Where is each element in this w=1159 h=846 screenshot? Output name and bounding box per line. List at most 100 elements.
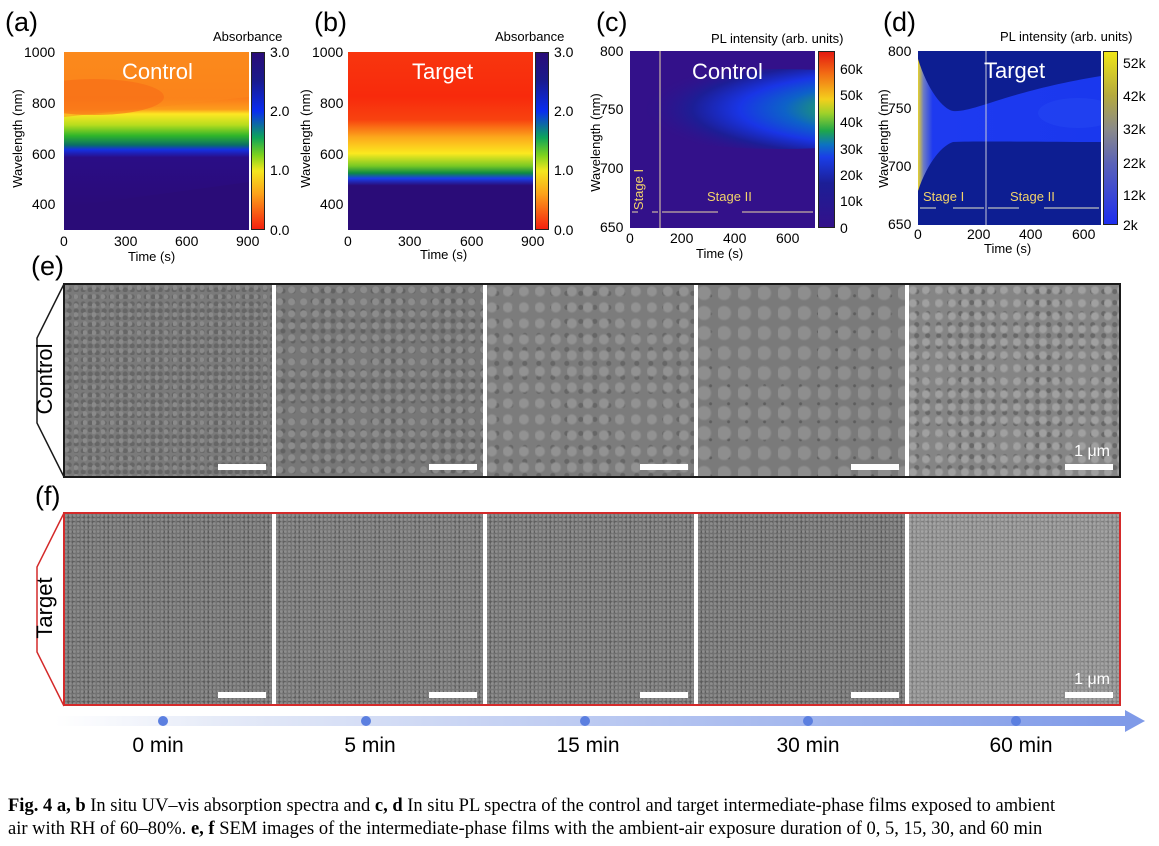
- cbar-tick-d-12k: 12k: [1123, 187, 1146, 203]
- bracket-f: [36, 512, 65, 707]
- scale-bar: [429, 692, 477, 698]
- row-label-control: Control: [32, 343, 57, 415]
- bracket-f-line: [36, 512, 65, 707]
- timeline-shaft: [55, 716, 1125, 726]
- ytick-c-650: 650: [600, 219, 624, 235]
- ytick-c-700: 700: [600, 160, 624, 176]
- scale-bar: [851, 464, 899, 470]
- pl-peak-c: [630, 69, 815, 149]
- cbar-tick-d-32k: 32k: [1123, 121, 1146, 137]
- panel-label-b: (b): [314, 7, 347, 37]
- cbar-tick-c-10k: 10k: [840, 193, 863, 209]
- ytick-d-800: 800: [888, 43, 912, 59]
- timeline-label-60: 60 min: [989, 734, 1053, 757]
- cbar-tick-b-2: 2.0: [554, 103, 574, 119]
- cbar-tick-d-2k: 2k: [1123, 217, 1138, 233]
- cbar-tick-c-40k: 40k: [840, 114, 863, 130]
- panel-separator: [694, 285, 698, 476]
- bracket-e-line: [36, 283, 65, 478]
- scale-bar: [640, 692, 688, 698]
- xlabel-c: Time (s): [696, 246, 744, 261]
- panel-label-e: (e): [31, 251, 64, 281]
- timeline-arrow: [55, 710, 1145, 732]
- heatmap-a-hotspot: [64, 79, 164, 115]
- sem-target-60min: 1 μm: [909, 514, 1119, 704]
- sem-target-0min: [65, 514, 272, 704]
- cbar-tick-a-2: 2.0: [270, 103, 290, 119]
- ytick-a-800: 800: [32, 95, 56, 111]
- scale-bar: [640, 464, 688, 470]
- heatmap-d-svg: [918, 51, 1101, 225]
- xtick-c-600: 600: [776, 230, 800, 246]
- ylabel-b: Wavelength (nm): [297, 89, 313, 188]
- colorbar-title-c: PL intensity (arb. units): [711, 31, 844, 46]
- caption-text: In situ UV–vis absorption spectra and: [85, 796, 375, 816]
- colorbar-c: [818, 51, 835, 228]
- xtick-b-0: 0: [344, 233, 352, 249]
- xtick-d-600: 600: [1072, 226, 1096, 242]
- colorbar-b: [535, 52, 549, 230]
- ytick-b-1000: 1000: [312, 44, 344, 60]
- ytick-c-750: 750: [600, 101, 624, 117]
- sem-row-target: 1 μm: [63, 512, 1121, 706]
- timeline-label-5: 5 min: [344, 734, 396, 757]
- sem-control-60min: 1 μm: [909, 285, 1119, 476]
- caption-text: air with RH of 60–80%.: [8, 819, 191, 839]
- caption-text: In situ PL spectra of the control and ta…: [402, 796, 1056, 816]
- heatmap-b: Target: [348, 52, 533, 230]
- inlabel-a: Control: [122, 59, 193, 84]
- panel-label-f: (f): [35, 481, 61, 511]
- heatmap-a: Control: [64, 52, 249, 230]
- caption-ref: e, f: [190, 819, 215, 839]
- caption-fig-label: Fig. 4 a, b: [8, 796, 86, 816]
- caption-text: SEM images of the intermediate-phase fil…: [214, 819, 1043, 839]
- inlabel-d: Target: [984, 58, 1046, 83]
- cbar-tick-a-0: 0.0: [270, 222, 290, 238]
- xtick-b-300: 300: [398, 233, 422, 249]
- ytick-c-800: 800: [600, 43, 624, 59]
- scale-bar: [218, 464, 266, 470]
- xtick-c-200: 200: [670, 230, 694, 246]
- scale-bar: [429, 464, 477, 470]
- sem-row-control: 1 μm: [63, 283, 1121, 478]
- cbar-tick-b-1: 1.0: [554, 162, 574, 178]
- cbar-tick-a-1: 1.0: [270, 162, 290, 178]
- inlabel-c: Control: [692, 59, 763, 84]
- sem-target-15min: [487, 514, 694, 704]
- heatmap-d: Target Stage I Stage II: [918, 51, 1101, 225]
- xtick-d-400: 400: [1019, 226, 1043, 242]
- cbar-tick-c-60k: 60k: [840, 61, 863, 77]
- scale-bar: [1065, 692, 1113, 698]
- xtick-a-300: 300: [114, 233, 138, 249]
- inlabel-b: Target: [412, 59, 474, 84]
- scale-bar: [851, 692, 899, 698]
- panel-separator: [694, 514, 698, 704]
- ytick-d-750: 750: [888, 100, 912, 116]
- sem-control-5min: [276, 285, 483, 476]
- timeline-label-30: 30 min: [776, 734, 840, 757]
- xlabel-a: Time (s): [128, 249, 176, 264]
- bracket-e: [36, 283, 65, 478]
- pl-peak-d: [1038, 98, 1101, 128]
- scale-bar: [1065, 464, 1113, 470]
- ytick-a-600: 600: [32, 146, 56, 162]
- colorbar-title-d: PL intensity (arb. units): [1000, 29, 1133, 44]
- heatmap-b-field: [348, 52, 533, 230]
- cbar-tick-d-42k: 42k: [1123, 88, 1146, 104]
- xtick-b-600: 600: [460, 233, 484, 249]
- cbar-tick-b-3: 3.0: [554, 44, 574, 60]
- panel-label-d: (d): [883, 7, 916, 37]
- xtick-d-0: 0: [914, 226, 922, 242]
- xlabel-d: Time (s): [984, 241, 1032, 256]
- panel-separator: [272, 285, 276, 476]
- panel-label-a: (a): [5, 7, 38, 37]
- ylabel-c: Wavelength (nm): [587, 93, 603, 192]
- row-label-target: Target: [32, 577, 57, 639]
- cbar-tick-c-0: 0: [840, 220, 848, 236]
- cbar-tick-d-52k: 52k: [1123, 55, 1146, 71]
- caption-ref: c, d: [374, 796, 403, 816]
- timeline-dot-60: [1011, 716, 1021, 726]
- timeline-label-0: 0 min: [132, 734, 184, 757]
- ylabel-d: Wavelength (nm): [875, 89, 891, 188]
- xtick-b-900: 900: [521, 233, 545, 249]
